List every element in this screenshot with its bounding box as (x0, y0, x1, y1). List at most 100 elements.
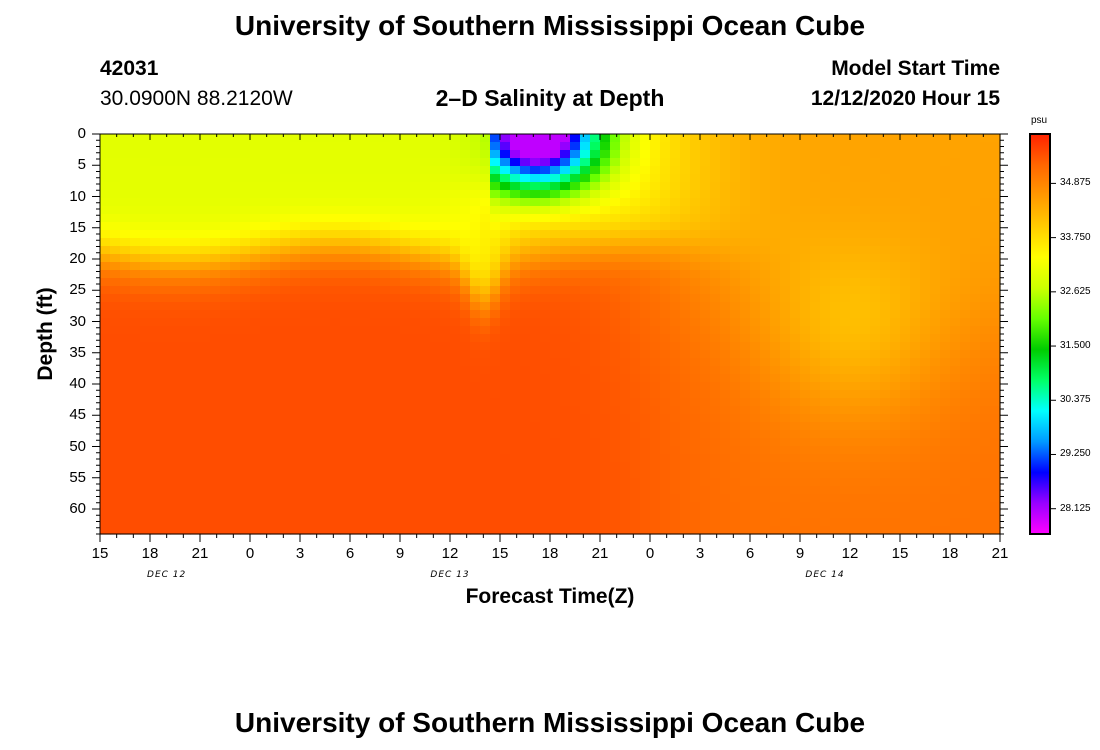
heatmap-cell (390, 326, 401, 335)
heatmap-cell (420, 390, 431, 399)
heatmap-cell (510, 198, 521, 207)
heatmap-cell (320, 414, 331, 423)
heatmap-cell (930, 230, 941, 239)
heatmap-cell (320, 526, 331, 535)
heatmap-cell (100, 326, 111, 335)
heatmap-cell (340, 262, 351, 271)
heatmap-cell (730, 398, 741, 407)
heatmap-cell (500, 254, 511, 263)
heatmap-cell (130, 166, 141, 175)
heatmap-cell (490, 294, 501, 303)
heatmap-cell (570, 494, 581, 503)
heatmap-cell (740, 526, 751, 535)
heatmap-cell (960, 382, 971, 391)
heatmap-cell (720, 206, 731, 215)
heatmap-cell (480, 510, 491, 519)
heatmap-cell (900, 142, 911, 151)
heatmap-cell (610, 238, 621, 247)
heatmap-cell (160, 158, 171, 167)
heatmap-cell (220, 366, 231, 375)
heatmap-cell (440, 342, 451, 351)
heatmap-cell (530, 510, 541, 519)
heatmap-cell (180, 478, 191, 487)
heatmap-cell (110, 406, 121, 415)
heatmap-cell (440, 158, 451, 167)
heatmap-cell (350, 286, 361, 295)
heatmap-cell (800, 150, 811, 159)
heatmap-cell (640, 166, 651, 175)
heatmap-cell (250, 462, 261, 471)
heatmap-cell (470, 222, 481, 231)
heatmap-cell (500, 302, 511, 311)
heatmap-cell (790, 526, 801, 535)
heatmap-cell (740, 494, 751, 503)
heatmap-cell (420, 158, 431, 167)
heatmap-cell (190, 502, 201, 511)
heatmap-cell (920, 262, 931, 271)
heatmap-cell (270, 438, 281, 447)
heatmap-cell (370, 142, 381, 151)
heatmap-cell (380, 158, 391, 167)
heatmap-cell (940, 134, 951, 143)
heatmap-cell (620, 142, 631, 151)
heatmap-cell (390, 334, 401, 343)
heatmap-cell (170, 438, 181, 447)
heatmap-cell (180, 302, 191, 311)
heatmap-cell (730, 246, 741, 255)
heatmap-cell (630, 390, 641, 399)
heatmap-cell (590, 510, 601, 519)
heatmap-cell (130, 190, 141, 199)
heatmap-cell (470, 366, 481, 375)
heatmap-cell (270, 214, 281, 223)
heatmap-cell (400, 398, 411, 407)
heatmap-cell (350, 278, 361, 287)
heatmap-cell (840, 486, 851, 495)
heatmap-cell (980, 518, 991, 527)
heatmap-cell (910, 398, 921, 407)
heatmap-cell (470, 390, 481, 399)
heatmap-cell (960, 470, 971, 479)
heatmap-cell (140, 150, 151, 159)
heatmap-cell (550, 374, 561, 383)
heatmap-cell (680, 390, 691, 399)
heatmap-cell (200, 302, 211, 311)
heatmap-cell (460, 198, 471, 207)
heatmap-cell (130, 486, 141, 495)
heatmap-cell (970, 486, 981, 495)
heatmap-cell (860, 230, 871, 239)
heatmap-cell (170, 326, 181, 335)
heatmap-cell (570, 502, 581, 511)
heatmap-cell (590, 158, 601, 167)
heatmap-cell (170, 518, 181, 527)
heatmap-cell (490, 326, 501, 335)
heatmap-cell (410, 454, 421, 463)
heatmap-cell (150, 438, 161, 447)
heatmap-cell (300, 446, 311, 455)
heatmap-cell (930, 510, 941, 519)
heatmap-cell (950, 414, 961, 423)
heatmap-cell (280, 422, 291, 431)
heatmap-cell (260, 366, 271, 375)
heatmap-cell (890, 246, 901, 255)
heatmap-cell (800, 166, 811, 175)
heatmap-cell (520, 526, 531, 535)
heatmap-cell (750, 182, 761, 191)
heatmap-cell (300, 302, 311, 311)
heatmap-cell (900, 262, 911, 271)
heatmap-cell (390, 350, 401, 359)
heatmap-cell (660, 270, 671, 279)
heatmap-cell (840, 342, 851, 351)
heatmap-cell (570, 414, 581, 423)
heatmap-cell (510, 342, 521, 351)
heatmap-cell (990, 382, 1001, 391)
heatmap-cell (760, 406, 771, 415)
heatmap-cell (210, 222, 221, 231)
heatmap-cell (870, 318, 881, 327)
heatmap-cell (780, 206, 791, 215)
heatmap-cell (510, 438, 521, 447)
heatmap-cell (970, 214, 981, 223)
heatmap-cell (390, 390, 401, 399)
heatmap-cell (390, 486, 401, 495)
heatmap-cell (430, 222, 441, 231)
heatmap-cell (610, 518, 621, 527)
